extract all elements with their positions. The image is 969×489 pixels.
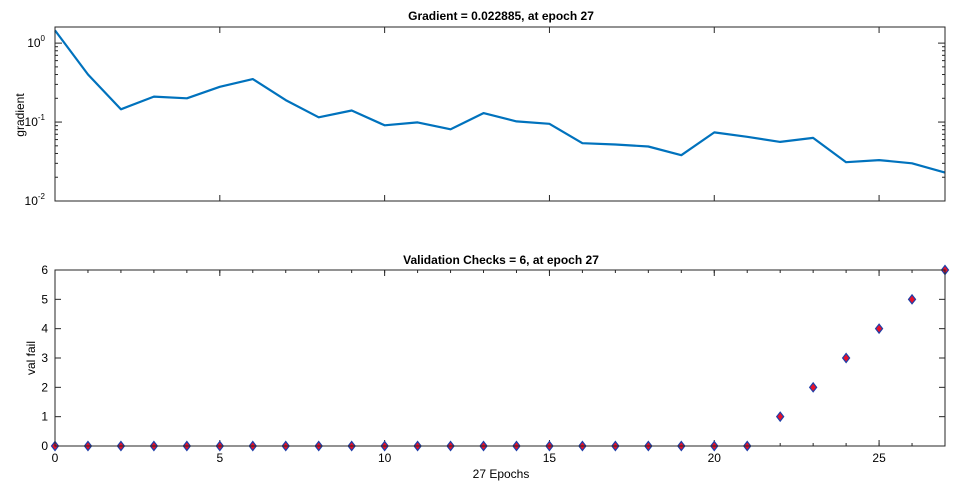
gradient-ticks: 100 10-1 10-2 <box>25 27 945 208</box>
valcheck-title: Validation Checks = 6, at epoch 27 <box>403 253 599 267</box>
valcheck-point <box>874 323 884 335</box>
valcheck-ytick-label: 5 <box>41 292 48 306</box>
valcheck-ytick-label: 2 <box>41 380 48 394</box>
gradient-title: Gradient = 0.022885, at epoch 27 <box>408 9 594 23</box>
valcheck-ytick-label: 0 <box>41 439 48 453</box>
valcheck-point <box>808 381 818 393</box>
gradient-ytick-label: 100 <box>27 34 45 50</box>
valcheck-ylabel: val fail <box>24 341 38 375</box>
gradient-ytick-label: 10-1 <box>25 113 46 129</box>
valcheck-xlabel: 27 Epochs <box>473 467 530 481</box>
valcheck-ytick-label: 3 <box>41 351 48 365</box>
gradient-series-line <box>54 29 946 174</box>
gradient-ylabel: gradient <box>13 93 27 137</box>
gradient-plot <box>54 29 946 174</box>
valcheck-xtick-label: 15 <box>543 451 557 465</box>
valcheck-point <box>841 352 851 364</box>
valcheck-xtick-label: 20 <box>708 451 722 465</box>
valcheck-axes-box <box>54 269 946 447</box>
gradient-ytick-label: 10-2 <box>25 192 46 208</box>
valcheck-point <box>907 293 917 305</box>
valcheck-xtick-label: 10 <box>378 451 392 465</box>
valcheck-ytick-label: 6 <box>41 263 48 277</box>
valcheck-ticks: 0 5 10 15 20 25 0 1 2 3 4 5 6 <box>41 263 946 465</box>
valcheck-xtick-label: 25 <box>872 451 886 465</box>
valcheck-ytick-label: 1 <box>41 410 48 424</box>
valcheck-axes: Validation Checks = 6, at epoch 27 val f… <box>24 253 950 481</box>
gradient-axes: Gradient = 0.022885, at epoch 27 gradien… <box>13 9 946 208</box>
gradient-axes-box <box>54 26 946 202</box>
valcheck-xtick-label: 5 <box>216 451 223 465</box>
valcheck-ytick-label: 4 <box>41 322 48 336</box>
valcheck-xtick-label: 0 <box>52 451 59 465</box>
valcheck-point <box>775 411 785 423</box>
valcheck-plot <box>50 264 950 452</box>
